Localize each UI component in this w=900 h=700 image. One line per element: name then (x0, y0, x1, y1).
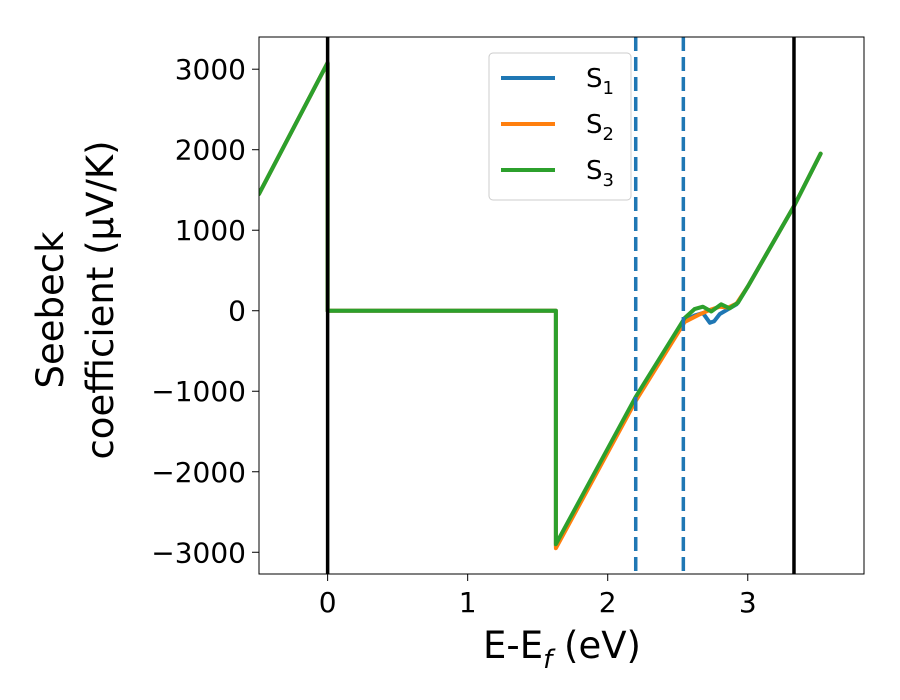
y-tick-label: −2000 (151, 456, 246, 489)
x-tick-label: 1 (459, 586, 477, 619)
x-tick-label: 3 (739, 586, 757, 619)
y-axis-label-line2: coefficient (μV/K) (79, 140, 122, 459)
plot-area (259, 37, 823, 574)
axes-frame (258, 36, 865, 575)
series-line-3 (259, 60, 823, 547)
x-axis-label: E-Ef (eV) (483, 624, 641, 675)
legend-label-1: S1 (586, 64, 614, 99)
y-tick-label: −3000 (151, 536, 246, 569)
legend-label-3: S3 (586, 156, 614, 191)
x-tick-label: 2 (599, 586, 617, 619)
y-tick-label: 3000 (175, 53, 246, 86)
axis-ticks: 0 1 2 3 −3000 −2000 −1000 0 1000 2000 3000 (151, 53, 756, 619)
legend-label-2: S2 (586, 110, 614, 145)
y-tick-label: −1000 (151, 375, 246, 408)
y-tick-label: 0 (228, 295, 246, 328)
legend-box (488, 52, 632, 201)
legend: S1 S2 S3 (488, 52, 632, 201)
y-tick-label: 1000 (175, 214, 246, 247)
y-tick-label: 2000 (175, 134, 246, 167)
x-tick-label: 0 (319, 586, 337, 619)
y-axis-label-line1: Seebeck (29, 231, 72, 389)
